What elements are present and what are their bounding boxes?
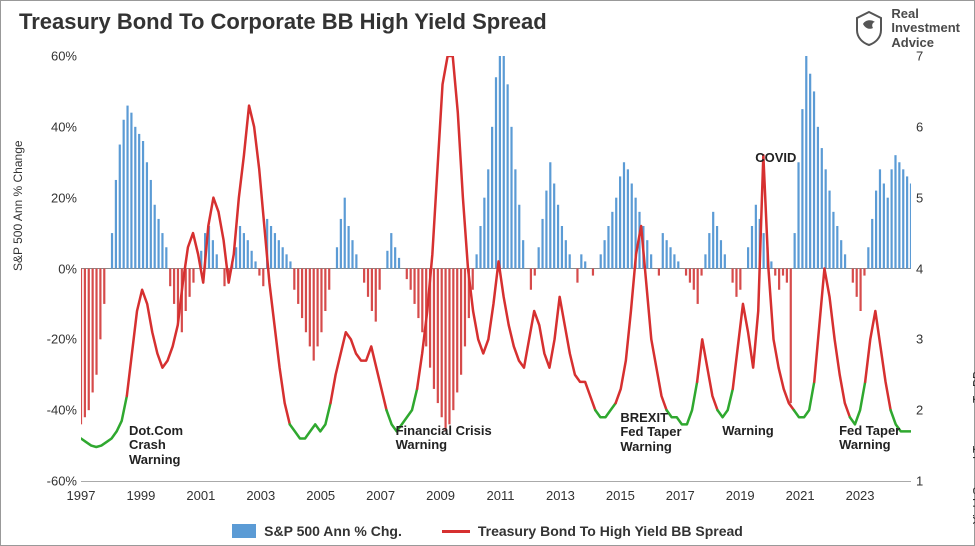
legend: S&P 500 Ann % Chg. Treasury Bond To High… xyxy=(1,523,974,539)
brand-line2: Investment xyxy=(891,21,960,35)
left-y-axis-label: S&P 500 Ann % Change xyxy=(11,140,25,271)
y-tick-right: 4 xyxy=(916,261,934,276)
chart-annotation: Fed TaperWarning xyxy=(839,424,900,453)
legend-line-label: Treasury Bond To High Yield BB Spread xyxy=(478,523,743,539)
chart-annotation: Dot.ComCrashWarning xyxy=(129,424,183,467)
x-tick: 2003 xyxy=(246,488,275,503)
y-tick-left: 40% xyxy=(41,119,77,134)
x-tick: 2017 xyxy=(666,488,695,503)
x-tick: 2015 xyxy=(606,488,635,503)
x-tick: 2009 xyxy=(426,488,455,503)
chart-annotation: Financial CrisisWarning xyxy=(396,424,492,453)
x-tick: 2005 xyxy=(306,488,335,503)
plot-area xyxy=(81,56,911,482)
y-tick-left: -20% xyxy=(41,332,77,347)
chart-container: Treasury Bond To Corporate BB High Yield… xyxy=(0,0,975,546)
x-tick: 2023 xyxy=(846,488,875,503)
brand-text: Real Investment Advice xyxy=(891,7,960,50)
x-tick: 2013 xyxy=(546,488,575,503)
y-tick-right: 7 xyxy=(916,49,934,64)
x-tick: 2007 xyxy=(366,488,395,503)
x-tick: 2001 xyxy=(186,488,215,503)
legend-swatch-bar xyxy=(232,524,256,538)
y-tick-left: 20% xyxy=(41,190,77,205)
y-tick-right: 2 xyxy=(916,403,934,418)
brand-line1: Real xyxy=(891,7,960,21)
eagle-shield-icon xyxy=(853,10,885,46)
legend-bar-label: S&P 500 Ann % Chg. xyxy=(264,523,402,539)
chart-annotation: COVID xyxy=(755,151,796,165)
y-tick-right: 3 xyxy=(916,332,934,347)
legend-item-bars: S&P 500 Ann % Chg. xyxy=(232,523,402,539)
legend-swatch-line xyxy=(442,530,470,533)
x-tick: 2011 xyxy=(487,488,515,503)
x-tick: 1999 xyxy=(126,488,155,503)
y-tick-left: -40% xyxy=(41,403,77,418)
plot-svg xyxy=(81,56,911,481)
chart-annotation: BREXITFed TaperWarning xyxy=(620,411,681,454)
x-tick: 1997 xyxy=(67,488,96,503)
y-tick-left: 0% xyxy=(41,261,77,276)
y-tick-left: -60% xyxy=(41,474,77,489)
chart-title: Treasury Bond To Corporate BB High Yield… xyxy=(19,9,547,35)
y-tick-right: 5 xyxy=(916,190,934,205)
x-tick: 2019 xyxy=(726,488,755,503)
legend-item-line: Treasury Bond To High Yield BB Spread xyxy=(442,523,743,539)
y-tick-left: 60% xyxy=(41,49,77,64)
x-tick: 2021 xyxy=(786,488,815,503)
right-y-axis-label: Yield Spread Treasury To BB xyxy=(970,371,975,524)
brand-logo: Real Investment Advice xyxy=(853,7,960,50)
chart-annotation: Warning xyxy=(722,424,774,438)
y-tick-right: 6 xyxy=(916,119,934,134)
y-tick-right: 1 xyxy=(916,474,934,489)
